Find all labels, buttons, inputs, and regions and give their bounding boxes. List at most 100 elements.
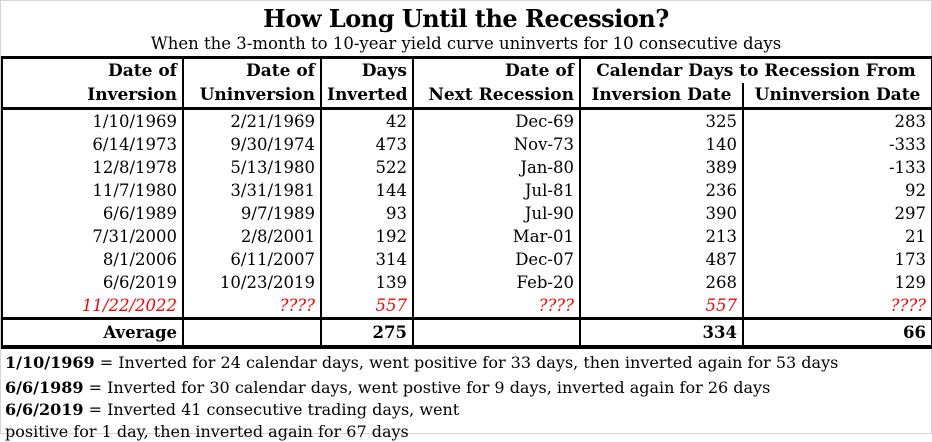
- header-line: Date of: [246, 61, 315, 81]
- footnotes: 1/10/1969 = Inverted for 24 calendar day…: [1, 349, 931, 442]
- cell-days-from-inversion: 268: [579, 271, 743, 294]
- table-row-projection: 11/22/2022 ???? 557 ???? 557 ????: [2, 294, 932, 319]
- table-row: 6/6/2019 10/23/2019 139 Feb-20 268 129: [2, 271, 932, 294]
- cell-inversion-date: 6/6/1989: [102, 204, 177, 223]
- cell-inversion-date: 7/31/2000: [92, 227, 177, 246]
- cell-next-recession: Jul-81: [412, 179, 580, 202]
- cell-uninversion-date: 3/31/1981: [182, 179, 321, 202]
- cell-inversion-date: 6/14/1973: [92, 135, 177, 154]
- footnote: 1/10/1969 = Inverted for 24 calendar day…: [5, 353, 927, 373]
- cell-uninversion-date: 10/23/2019: [182, 271, 321, 294]
- cell-average-uninversion: [182, 317, 321, 347]
- header-line: Date of: [505, 61, 574, 81]
- cell-days-from-inversion: 325: [579, 107, 743, 133]
- cell-days-from-uninversion: 173: [741, 248, 932, 271]
- footnote-date: 6/6/2019: [5, 400, 84, 419]
- cell-days-from-inversion: 557: [579, 294, 743, 319]
- footnote-text: = Inverted 41 consecutive trading days, …: [88, 400, 460, 419]
- cell-days-from-uninversion: 92: [741, 179, 932, 202]
- cell-uninversion-date: ????: [182, 294, 321, 319]
- cell-days-from-uninversion: -333: [741, 133, 932, 156]
- cell-days-from-inversion: 487: [579, 248, 743, 271]
- cell-next-recession: Dec-69: [412, 107, 580, 133]
- cell-days-from-inversion: 213: [579, 225, 743, 248]
- cell-next-recession: Dec-07: [412, 248, 580, 271]
- cell-average-next-recession: [412, 317, 580, 347]
- col-header-days-inverted: Days Inverted: [320, 57, 413, 109]
- cell-uninversion-date: 9/7/1989: [182, 202, 321, 225]
- cell-uninversion-date: 9/30/1974: [182, 133, 321, 156]
- col-header-next-recession: Date of Next Recession: [412, 57, 580, 109]
- header-line: Uninversion: [199, 85, 315, 105]
- cell-next-recession: Mar-01: [412, 225, 580, 248]
- cell-next-recession: Jul-90: [412, 202, 580, 225]
- cell-average-from-inversion: 334: [579, 317, 743, 347]
- cell-inversion-date: 11/22/2022: [81, 296, 177, 315]
- recession-table: Date of Inversion Date of Uninversion Da…: [1, 56, 932, 349]
- header-line: Inverted: [327, 85, 408, 105]
- cell-days-inverted: 144: [320, 179, 413, 202]
- cell-inversion-date: 1/10/1969: [2, 107, 183, 133]
- col-header-date-of-uninversion: Date of Uninversion: [182, 57, 321, 109]
- average-row: Average 275 334 66: [2, 317, 932, 347]
- footnote: 6/6/1989 = Inverted for 30 calendar days…: [5, 378, 927, 398]
- cell-days-from-inversion: 390: [579, 202, 743, 225]
- cell-days-from-inversion: 140: [579, 133, 743, 156]
- table-row: 6/14/1973 9/30/1974 473 Nov-73 140 -333: [2, 133, 932, 156]
- footnote-date: 1/10/1969: [5, 353, 95, 372]
- cell-days-from-uninversion: ????: [741, 294, 932, 319]
- cell-days-inverted: 42: [320, 107, 413, 133]
- table-row: 8/1/2006 6/11/2007 314 Dec-07 487 173: [2, 248, 932, 271]
- cell-days-from-uninversion: 297: [741, 202, 932, 225]
- header-row-sub: Inversion Date Uninversion Date: [2, 83, 932, 109]
- table-row: 11/7/1980 3/31/1981 144 Jul-81 236 92: [2, 179, 932, 202]
- cell-days-inverted: 93: [320, 202, 413, 225]
- col-header-calendar-days-group: Calendar Days to Recession From: [578, 57, 932, 83]
- cell-average-label: Average: [2, 317, 183, 347]
- table-row: 7/31/2000 2/8/2001 192 Mar-01 213 21: [2, 225, 932, 248]
- cell-inversion-date: 6/6/2019: [102, 273, 177, 292]
- footnote-text: = Inverted for 30 calendar days, went po…: [88, 378, 771, 397]
- table-row: 6/6/1989 9/7/1989 93 Jul-90 390 297: [2, 202, 932, 225]
- cell-uninversion-date: 5/13/1980: [182, 156, 321, 179]
- cell-days-from-inversion: 389: [579, 156, 743, 179]
- footnote: 6/6/2019 = Inverted 41 consecutive tradi…: [5, 400, 927, 420]
- cell-average-days-inverted: 275: [320, 317, 413, 347]
- cell-uninversion-date: 2/21/1969: [182, 107, 321, 133]
- footnote-text: = Inverted for 24 calendar days, went po…: [99, 353, 839, 372]
- cell-next-recession: Jan-80: [412, 156, 580, 179]
- cell-inversion-date: 8/1/2006: [102, 250, 177, 269]
- col-header-from-inversion-date: Inversion Date: [579, 83, 743, 109]
- header-row-top: Date of Inversion Date of Uninversion Da…: [2, 57, 932, 109]
- cell-days-inverted: 473: [320, 133, 413, 156]
- footnote-text: positive for 1 day, then inverted again …: [5, 422, 409, 441]
- header-line: Days: [361, 61, 407, 81]
- cell-days-from-uninversion: 129: [741, 271, 932, 294]
- cell-days-from-uninversion: -133: [741, 156, 932, 179]
- footnote-continuation: positive for 1 day, then inverted again …: [5, 422, 927, 442]
- cell-uninversion-date: 2/8/2001: [182, 225, 321, 248]
- cell-average-from-uninversion: 66: [741, 317, 932, 347]
- table-row: 12/8/1978 5/13/1980 522 Jan-80 389 -133: [2, 156, 932, 179]
- cell-days-inverted: 314: [320, 248, 413, 271]
- col-header-from-uninversion-date: Uninversion Date: [741, 83, 932, 109]
- cell-inversion-date: 12/8/1978: [92, 158, 177, 177]
- cell-days-from-uninversion: 21: [741, 225, 932, 248]
- cell-days-from-inversion: 236: [579, 179, 743, 202]
- cell-days-inverted: 192: [320, 225, 413, 248]
- col-header-date-of-inversion: Date of Inversion: [2, 58, 183, 109]
- cell-next-recession: Feb-20: [412, 271, 580, 294]
- cell-days-inverted: 557: [320, 294, 413, 319]
- cell-days-inverted: 522: [320, 156, 413, 179]
- cell-inversion-date: 11/7/1980: [92, 181, 177, 200]
- cell-next-recession: ????: [412, 294, 580, 319]
- header-line: Inversion: [87, 85, 177, 105]
- cell-days-from-uninversion: 283: [741, 107, 932, 133]
- header-line: Date of: [108, 61, 177, 81]
- page-title: How Long Until the Recession?: [263, 4, 669, 33]
- cell-uninversion-date: 6/11/2007: [182, 248, 321, 271]
- header-line: Next Recession: [428, 85, 574, 105]
- footnote-date: 6/6/1989: [5, 378, 84, 397]
- table-row: 1/10/1969 2/21/1969 42 Dec-69 325 283: [2, 107, 932, 133]
